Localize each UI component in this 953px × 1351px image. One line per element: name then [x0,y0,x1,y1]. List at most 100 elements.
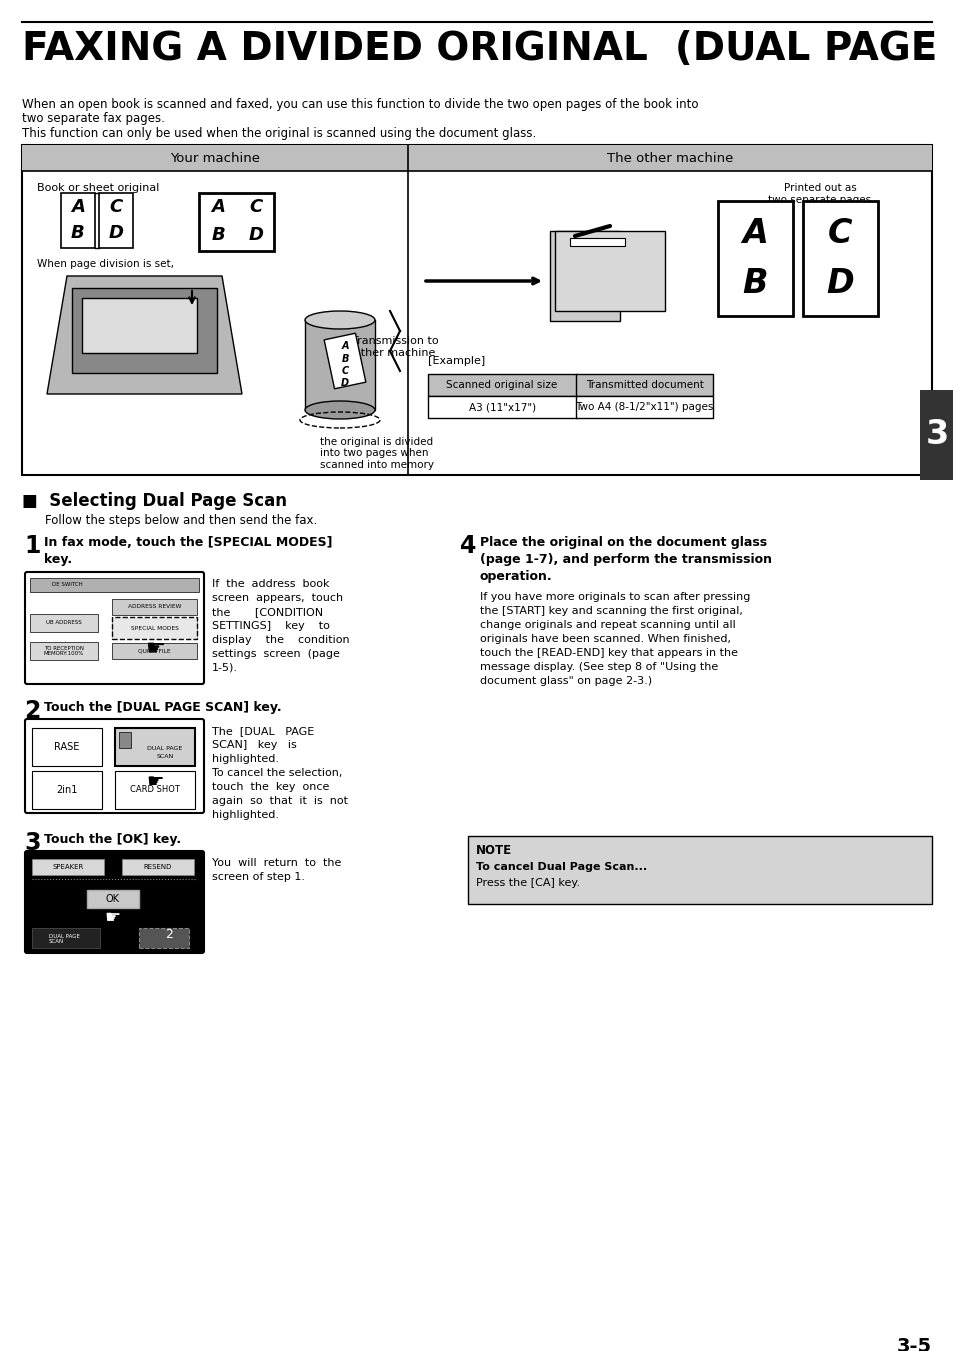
Bar [305,320,375,409]
Bar [428,396,712,417]
Text: Your machine: Your machine [170,151,260,165]
Bar [112,598,196,615]
Bar [32,771,102,809]
FancyBboxPatch shape [25,719,204,813]
Text: two separate fax pages.: two separate fax pages. [22,112,165,126]
Bar [30,642,98,661]
Text: C: C [110,197,123,216]
Text: DUAL PAGE: DUAL PAGE [147,746,182,751]
Text: ☛: ☛ [105,909,121,927]
Bar [22,145,931,476]
Text: Transmitted document: Transmitted document [585,380,702,390]
Text: The  [DUAL   PAGE
SCAN]   key   is
highlighted.
To cancel the selection,
touch  : The [DUAL PAGE SCAN] key is highlighted.… [212,725,348,820]
Polygon shape [550,231,619,322]
Bar [32,728,102,766]
Text: 3-5: 3-5 [896,1337,931,1351]
Text: RESEND: RESEND [144,865,172,870]
Text: 2in1: 2in1 [56,785,77,794]
Text: FAXING A DIVIDED ORIGINAL  (DUAL PAGE SCAN): FAXING A DIVIDED ORIGINAL (DUAL PAGE SCA… [22,30,953,68]
Text: NOTE: NOTE [476,844,512,857]
Bar [569,238,624,246]
FancyBboxPatch shape [25,571,204,684]
Text: Book or sheet original: Book or sheet original [37,182,159,193]
Text: B: B [212,226,225,243]
Text: 3: 3 [924,419,947,451]
Bar [115,728,194,766]
Bar [718,201,792,316]
Bar [324,334,365,389]
Text: If you have more originals to scan after pressing
the [START] key and scanning t: If you have more originals to scan after… [479,592,750,686]
Text: Place the original on the document glass
(page 1-7), and perform the transmissio: Place the original on the document glass… [479,536,771,584]
Text: the original is divided
into two pages when
scanned into memory: the original is divided into two pages w… [319,436,434,470]
Text: Printed out as
two separate pages: Printed out as two separate pages [767,182,871,204]
Text: Touch the [OK] key.: Touch the [OK] key. [44,834,181,846]
Text: QUICK FILE: QUICK FILE [138,648,171,654]
Text: The other machine: The other machine [606,151,733,165]
Text: B: B [341,354,349,363]
Bar [71,288,216,373]
Text: ADDRESS REVIEW: ADDRESS REVIEW [128,604,181,609]
Text: Touch the [DUAL PAGE SCAN] key.: Touch the [DUAL PAGE SCAN] key. [44,701,281,713]
Text: DUAL PAGE
SCAN: DUAL PAGE SCAN [49,934,80,944]
Text: A: A [71,197,85,216]
Text: D: D [825,267,854,300]
Bar [139,928,189,948]
Text: A: A [741,216,767,250]
Text: RASE: RASE [54,742,80,753]
Bar [30,613,98,632]
Text: SPECIAL MODES: SPECIAL MODES [131,627,178,631]
Bar [112,621,196,638]
Bar [428,374,712,396]
Text: If  the  address  book
screen  appears,  touch
the       [CONDITION
SETTINGS]   : If the address book screen appears, touc… [212,580,349,673]
Text: When an open book is scanned and faxed, you can use this function to divide the : When an open book is scanned and faxed, … [22,99,698,111]
Text: 3: 3 [24,831,40,855]
Bar [802,201,877,316]
Text: B: B [71,224,85,242]
Text: D: D [340,378,349,388]
Text: Follow the steps below and then send the fax.: Follow the steps below and then send the… [45,513,317,527]
Text: SPEAKER: SPEAKER [52,865,84,870]
Ellipse shape [305,401,375,419]
Text: To cancel Dual Page Scan...: To cancel Dual Page Scan... [476,862,646,871]
Bar [112,643,196,659]
Text: 2: 2 [165,928,172,942]
Bar [82,299,196,353]
Bar [32,859,104,875]
Text: DE SWITCH: DE SWITCH [51,582,82,588]
Text: Press the [CA] key.: Press the [CA] key. [476,878,579,888]
Bar [919,390,953,480]
Text: SCAN: SCAN [156,754,173,758]
Text: B: B [742,267,767,300]
Bar [112,617,196,639]
Ellipse shape [305,311,375,330]
Text: Transmission to
other machine: Transmission to other machine [352,336,437,358]
Text: A3 (11"x17"): A3 (11"x17") [468,403,535,412]
Text: Two A4 (8-1/2"x11") pages: Two A4 (8-1/2"x11") pages [575,403,713,412]
Text: A: A [212,199,225,216]
Text: UB ADDRESS: UB ADDRESS [46,620,82,626]
Text: CARD SHOT: CARD SHOT [130,785,180,794]
Bar [408,145,931,172]
Text: Scanned original size: Scanned original size [446,380,558,390]
Text: You  will  return  to  the
screen of step 1.: You will return to the screen of step 1. [212,858,341,882]
Bar [115,771,194,809]
Text: [Example]: [Example] [428,357,485,366]
Bar [22,145,408,172]
Text: In fax mode, touch the [SPECIAL MODES]
key.: In fax mode, touch the [SPECIAL MODES] k… [44,536,333,566]
Bar [32,928,100,948]
Bar [61,193,95,249]
Bar [87,890,139,908]
Text: OK: OK [106,894,120,904]
Bar [555,231,664,311]
Bar [30,578,199,592]
Bar [468,836,931,904]
Text: 1: 1 [24,534,40,558]
Text: TO RECEPTION
MEMORY:100%: TO RECEPTION MEMORY:100% [44,646,84,657]
Bar [99,193,132,249]
Bar [119,732,131,748]
Bar [122,859,193,875]
Text: When page division is set,: When page division is set, [37,259,173,269]
Text: 4: 4 [459,534,476,558]
Bar [199,193,274,251]
Text: C: C [827,216,852,250]
